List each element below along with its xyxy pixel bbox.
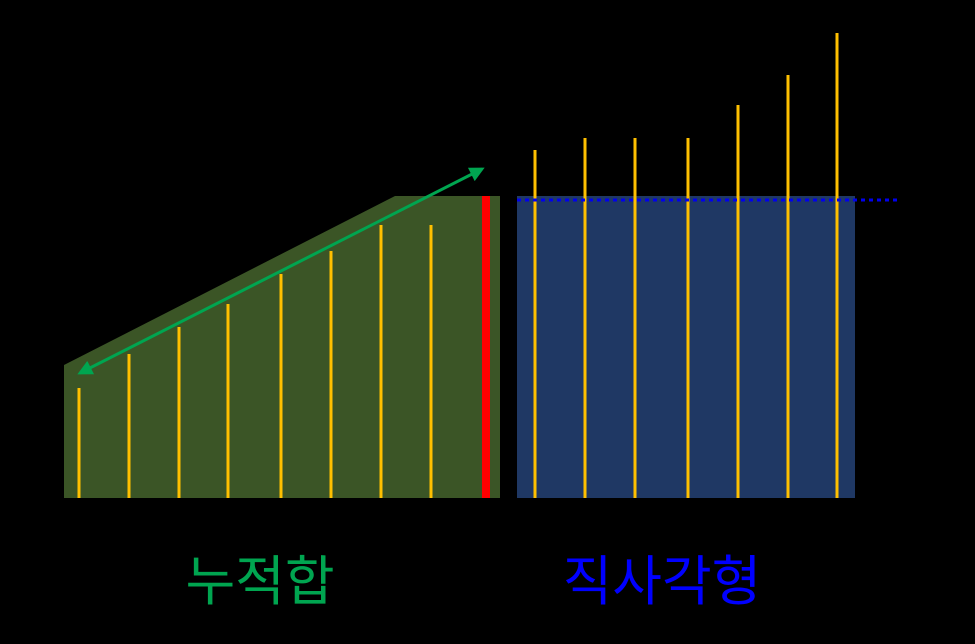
right-bars <box>533 33 839 498</box>
slope-arrow <box>77 167 485 375</box>
label-cumulative: 누적합 <box>185 550 334 613</box>
label-rectangle: 직사각형 <box>563 550 762 613</box>
red-divider <box>482 196 490 498</box>
rectangle-area <box>517 196 855 498</box>
